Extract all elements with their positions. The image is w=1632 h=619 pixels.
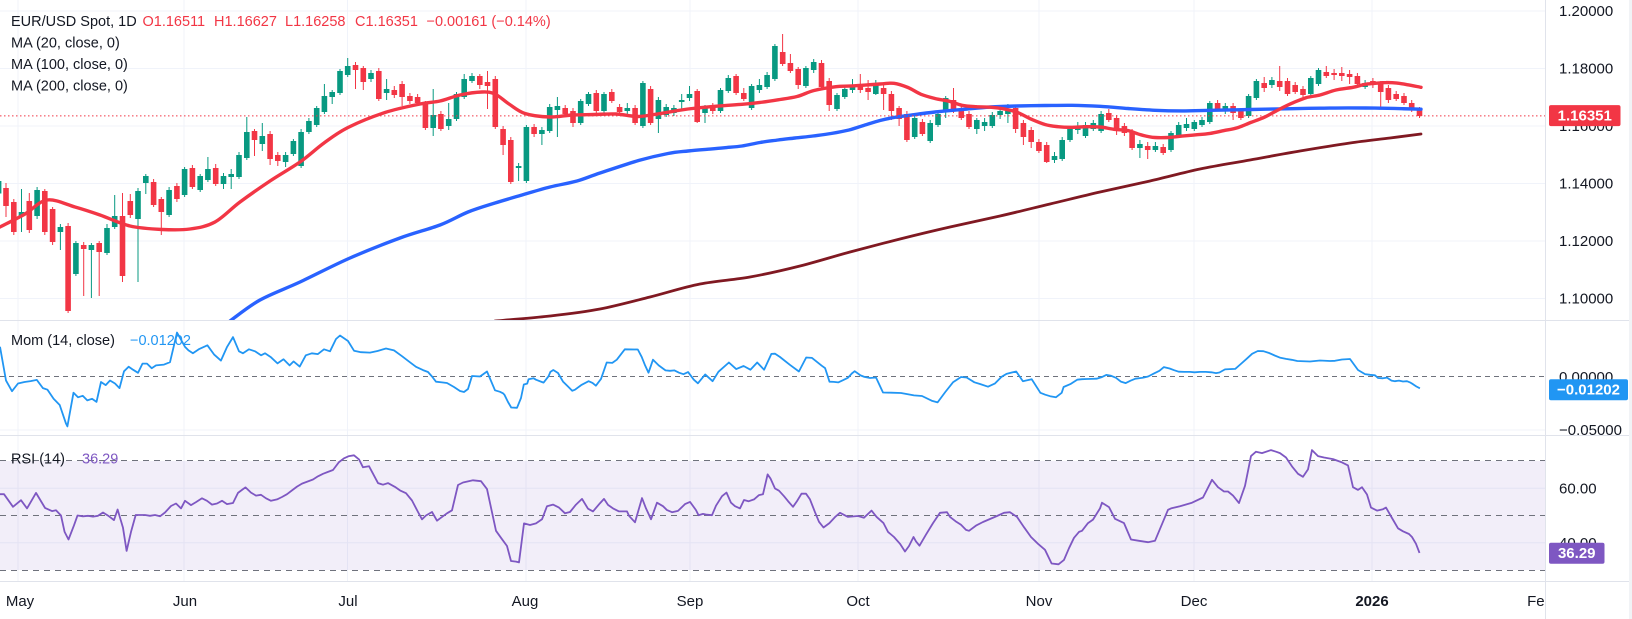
svg-text:RSI (14): RSI (14) [11, 452, 65, 468]
svg-text:H1.16627: H1.16627 [214, 14, 277, 30]
svg-text:2026: 2026 [1355, 593, 1388, 610]
svg-text:Dec: Dec [1181, 593, 1208, 610]
svg-text:EUR/USD Spot, 1D: EUR/USD Spot, 1D [11, 14, 137, 30]
svg-text:MA (100, close, 0): MA (100, close, 0) [11, 57, 128, 73]
svg-text:C1.16351: C1.16351 [355, 14, 418, 30]
svg-text:−0.01202: −0.01202 [130, 333, 191, 349]
svg-text:Feb: Feb [1527, 593, 1553, 610]
svg-text:1.14000: 1.14000 [1559, 176, 1613, 193]
svg-text:Oct: Oct [846, 593, 870, 610]
svg-text:MA (20, close, 0): MA (20, close, 0) [11, 36, 120, 52]
svg-text:36.29: 36.29 [1558, 545, 1596, 562]
svg-text:1.10000: 1.10000 [1559, 291, 1613, 308]
svg-text:−0.01202: −0.01202 [1557, 382, 1620, 399]
svg-text:MA (200, close, 0): MA (200, close, 0) [11, 79, 128, 95]
svg-text:1.12000: 1.12000 [1559, 233, 1613, 250]
svg-text:Sep: Sep [677, 593, 704, 610]
svg-text:Jul: Jul [338, 593, 357, 610]
svg-text:1.18000: 1.18000 [1559, 61, 1613, 78]
svg-text:−0.00161 (−0.14%): −0.00161 (−0.14%) [427, 14, 551, 30]
svg-text:−0.05000: −0.05000 [1559, 422, 1622, 439]
svg-text:L1.16258: L1.16258 [285, 14, 345, 30]
svg-text:Mom (14, close): Mom (14, close) [11, 333, 115, 349]
svg-text:60.00: 60.00 [1559, 480, 1597, 497]
svg-text:1.20000: 1.20000 [1559, 3, 1613, 20]
svg-text:O1.16511: O1.16511 [143, 14, 206, 30]
svg-text:Aug: Aug [512, 593, 539, 610]
svg-text:1.16351: 1.16351 [1558, 108, 1612, 125]
svg-text:Jun: Jun [173, 593, 197, 610]
svg-text:36.29: 36.29 [82, 452, 118, 468]
svg-text:May: May [6, 593, 35, 610]
svg-text:Nov: Nov [1026, 593, 1053, 610]
